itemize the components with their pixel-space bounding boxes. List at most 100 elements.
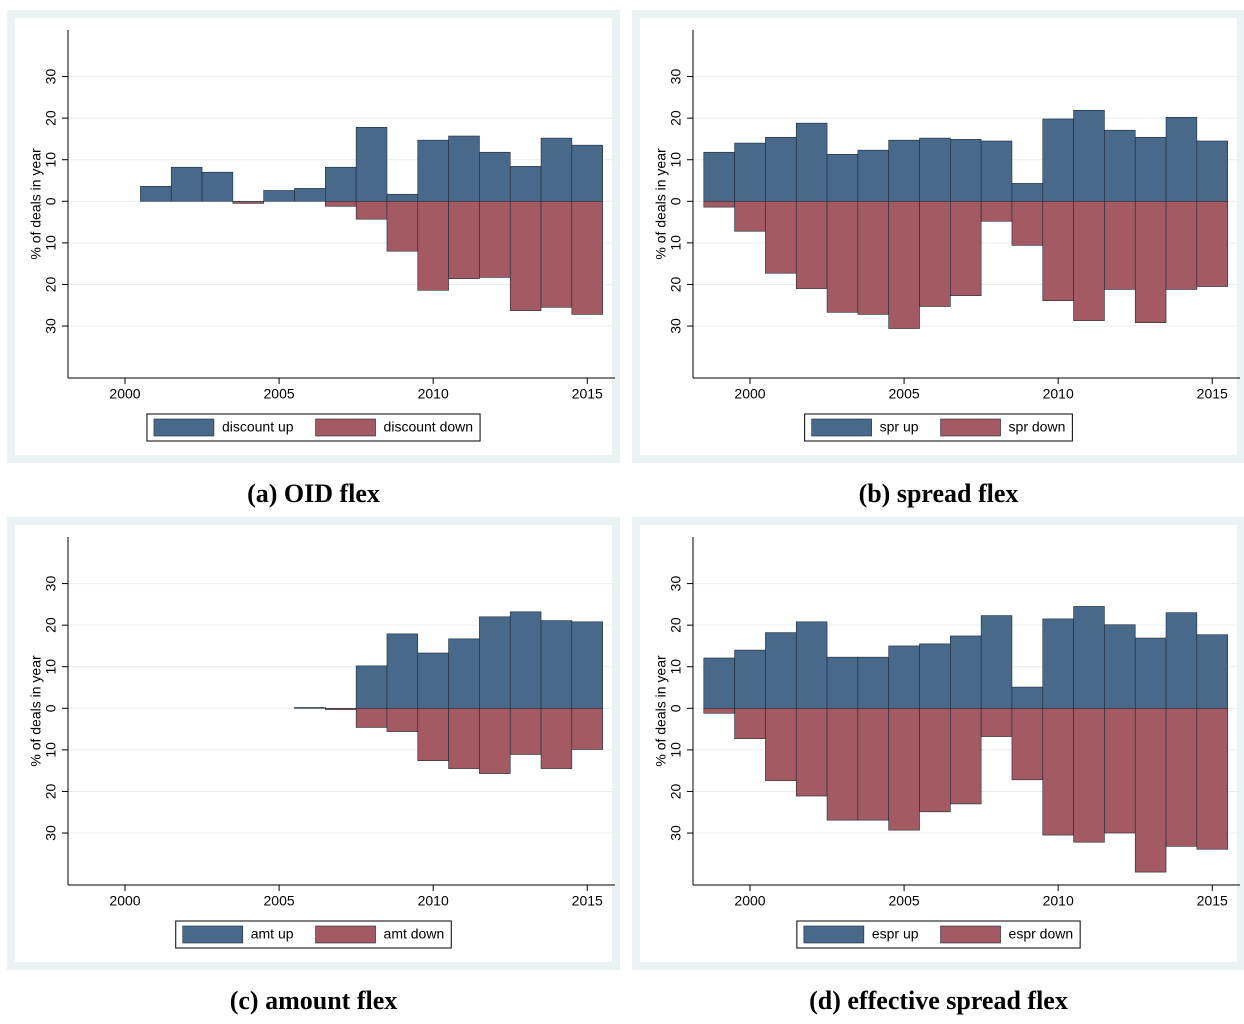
y-tick-label: 10	[668, 659, 684, 675]
y-axis-title: % of deals in year	[28, 148, 44, 260]
bar	[734, 707, 766, 739]
bar	[448, 707, 480, 769]
x-tick-label: 2005	[264, 386, 295, 402]
y-tick-label: 0	[668, 197, 684, 205]
x-tick-label: 2015	[1197, 893, 1228, 909]
legend-label: amt down	[384, 926, 445, 942]
bar	[294, 188, 326, 202]
legend-label: discount down	[384, 419, 474, 435]
bar	[765, 632, 797, 709]
bar	[734, 142, 766, 202]
y-tick-label: 10	[43, 742, 59, 758]
bar	[765, 200, 797, 274]
bar	[386, 707, 419, 732]
x-tick-label: 2000	[109, 893, 140, 909]
y-tick-label: 10	[43, 235, 59, 251]
bar	[386, 200, 419, 252]
bar	[703, 151, 735, 202]
y-tick-label: 10	[668, 152, 684, 168]
y-tick-label: 20	[668, 276, 684, 292]
bar	[1134, 707, 1167, 873]
x-tick-label: 2010	[418, 893, 449, 909]
bar	[540, 620, 573, 709]
y-tick-label: 20	[43, 110, 59, 126]
bar	[857, 656, 889, 709]
bar	[980, 200, 1013, 222]
bar	[571, 707, 603, 750]
legend-swatch	[803, 925, 865, 944]
bar	[919, 643, 951, 709]
bar	[1165, 200, 1198, 290]
bar	[1104, 200, 1136, 290]
y-tick-label: 30	[668, 318, 684, 334]
x-tick-label: 2005	[889, 893, 920, 909]
legend: discount up discount down	[146, 413, 481, 442]
bar	[1073, 109, 1105, 202]
bar	[325, 166, 357, 202]
legend: amt up amt down	[175, 920, 452, 949]
y-tick-label: 20	[668, 110, 684, 126]
y-tick-label: 30	[668, 69, 684, 85]
bar	[734, 649, 766, 709]
bar	[919, 707, 951, 813]
bar	[386, 633, 419, 709]
caption: (c) amount flex	[230, 986, 398, 1015]
y-tick-label: 20	[43, 276, 59, 292]
y-tick-label: 10	[43, 152, 59, 168]
x-tick-label: 2010	[418, 386, 449, 402]
bar	[571, 621, 603, 709]
bar	[479, 200, 511, 278]
bar	[826, 154, 859, 202]
legend-swatch	[811, 418, 872, 437]
bar	[1196, 707, 1228, 850]
bar	[479, 151, 511, 202]
bar	[980, 707, 1013, 737]
bar	[888, 139, 920, 202]
bar	[1073, 707, 1105, 843]
bar	[1165, 117, 1198, 202]
bar	[325, 707, 357, 710]
legend-label: spr down	[1009, 419, 1066, 435]
y-tick-label: 20	[43, 783, 59, 799]
bar	[1104, 624, 1136, 709]
y-tick-label: 20	[43, 617, 59, 633]
bar	[479, 707, 511, 774]
bar	[1042, 618, 1074, 709]
bar	[919, 137, 951, 202]
y-tick-label: 30	[43, 318, 59, 334]
y-axis-title: % of deals in year	[28, 655, 44, 767]
bar	[140, 186, 172, 202]
y-tick-label: 30	[43, 825, 59, 841]
x-tick-label: 2010	[1043, 386, 1074, 402]
bar	[1011, 686, 1044, 709]
bar	[1134, 200, 1167, 324]
x-tick-label: 2015	[572, 386, 603, 402]
y-tick-label: 10	[43, 659, 59, 675]
bar	[509, 707, 542, 755]
bar	[703, 707, 735, 714]
bar	[540, 200, 573, 308]
bar	[857, 707, 889, 821]
bar	[1073, 606, 1105, 709]
bar	[417, 652, 449, 709]
y-tick-label: 20	[668, 617, 684, 633]
x-tick-label: 2015	[572, 893, 603, 909]
bar	[703, 657, 735, 709]
legend-label: spr up	[880, 419, 919, 435]
y-tick-label: 0	[668, 704, 684, 712]
bar	[355, 126, 388, 202]
bar	[857, 149, 889, 202]
legend-swatch	[940, 418, 1001, 437]
bar	[1011, 200, 1044, 246]
bar	[1165, 612, 1198, 709]
bar	[765, 707, 797, 781]
bar	[795, 621, 828, 709]
bar	[919, 200, 951, 307]
bar	[826, 656, 859, 709]
bar	[325, 200, 357, 207]
x-tick-label: 2010	[1043, 893, 1074, 909]
bar	[888, 200, 920, 329]
